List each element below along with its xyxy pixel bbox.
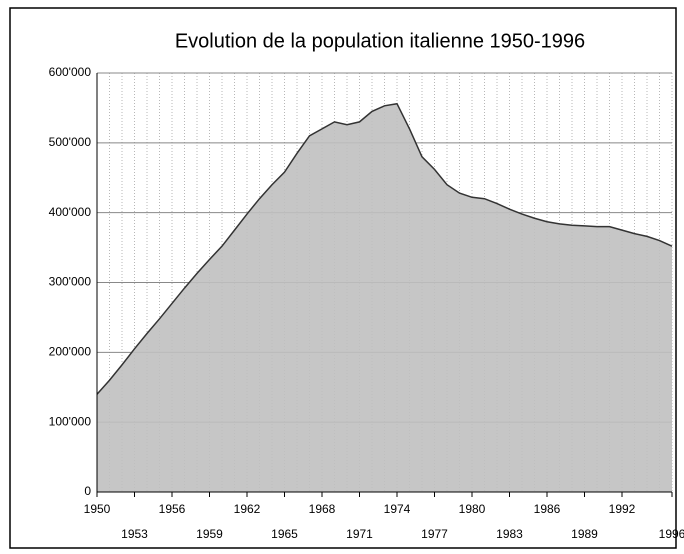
x-tick-label: 1974: [384, 502, 411, 516]
x-tick-label: 1992: [609, 502, 636, 516]
area: [97, 103, 672, 492]
y-tick-label: 200'000: [49, 345, 92, 359]
x-tick-label: 1983: [496, 527, 523, 541]
y-tick-label: 500'000: [49, 135, 92, 149]
x-tick-label: 1968: [309, 502, 336, 516]
x-tick-label: 1959: [196, 527, 223, 541]
y-tick-label: 0: [84, 484, 91, 498]
x-tick-label: 1977: [421, 527, 448, 541]
y-tick-label: 300'000: [49, 275, 92, 289]
y-tick-label: 400'000: [49, 205, 92, 219]
x-tick-label: 1996: [659, 527, 684, 541]
chart-title: Evolution de la population italienne 195…: [175, 30, 585, 52]
x-tick-label: 1980: [459, 502, 486, 516]
x-tick-label: 1953: [121, 527, 148, 541]
x-tick-label: 1965: [271, 527, 298, 541]
x-tick-label: 1986: [534, 502, 561, 516]
y-tick-label: 600'000: [49, 65, 92, 79]
y-tick-label: 100'000: [49, 414, 92, 428]
x-tick-label: 1989: [571, 527, 598, 541]
x-tick-label: 1971: [346, 527, 373, 541]
area-line: [96, 102, 673, 395]
x-tick-label: 1956: [159, 502, 186, 516]
x-tick-label: 1950: [84, 502, 111, 516]
x-tick-label: 1962: [234, 502, 261, 516]
